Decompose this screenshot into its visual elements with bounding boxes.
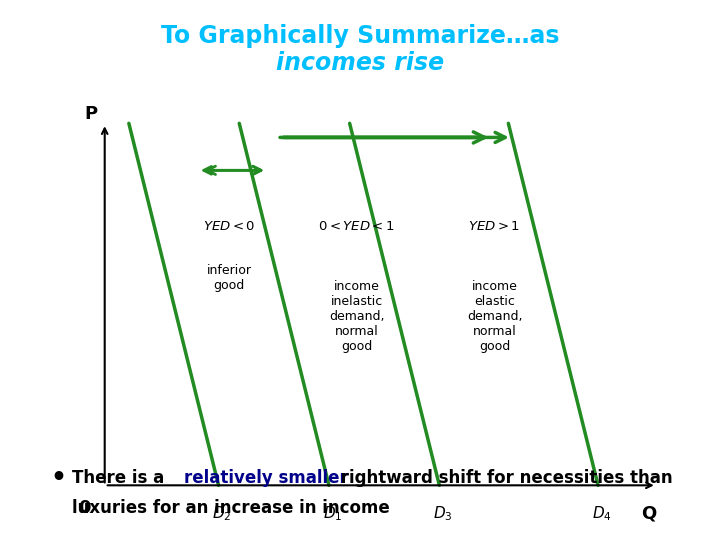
Text: income
elastic
demand,
normal
good: income elastic demand, normal good	[467, 280, 522, 353]
Text: $D_3$: $D_3$	[433, 504, 453, 523]
Text: There is a: There is a	[72, 469, 170, 487]
Text: inferior
good: inferior good	[207, 265, 251, 293]
Text: $D_4$: $D_4$	[592, 504, 611, 523]
Text: luxuries for an increase in income: luxuries for an increase in income	[72, 498, 390, 517]
Text: $YED < 0$: $YED < 0$	[203, 220, 255, 233]
Text: P: P	[84, 105, 97, 123]
Text: 0: 0	[78, 500, 90, 517]
Text: relatively smaller: relatively smaller	[184, 469, 347, 487]
Text: income
inelastic
demand,
normal
good: income inelastic demand, normal good	[329, 280, 384, 353]
Text: incomes rise: incomes rise	[276, 51, 444, 75]
Text: •: •	[50, 466, 66, 490]
Text: $D_2$: $D_2$	[212, 504, 232, 523]
Text: $0 < YED < 1$: $0 < YED < 1$	[318, 220, 395, 233]
Text: $YED > 1$: $YED > 1$	[469, 220, 521, 233]
Text: Q: Q	[642, 504, 657, 522]
Text: $D_1$: $D_1$	[323, 504, 342, 523]
Text: rightward shift for necessities than: rightward shift for necessities than	[335, 469, 672, 487]
Text: To Graphically Summarize…as: To Graphically Summarize…as	[161, 24, 559, 48]
